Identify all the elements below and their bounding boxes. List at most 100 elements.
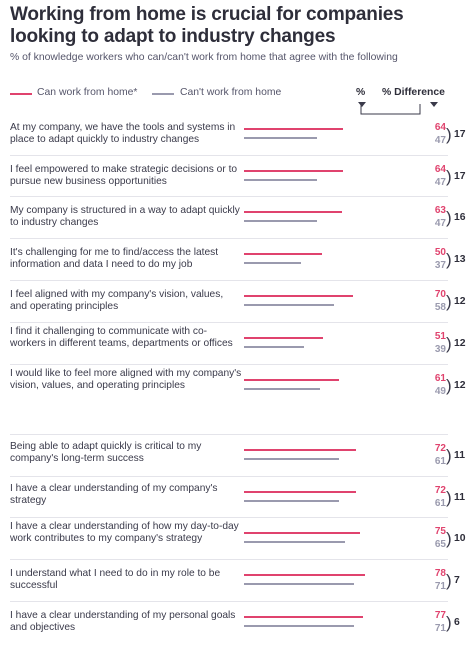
bar-can	[244, 379, 339, 381]
value-can: 72	[434, 485, 446, 496]
value-can: 78	[434, 568, 446, 579]
chart-title: Working from home is crucial for compani…	[10, 4, 404, 47]
row-divider	[10, 364, 448, 365]
bar-cannot	[244, 179, 317, 181]
value-can: 63	[434, 205, 446, 216]
bar-can	[244, 128, 344, 130]
row-label: At my company, we have the tools and sys…	[10, 122, 236, 145]
bar-cannot	[244, 220, 317, 222]
diff-brace: )	[446, 613, 452, 632]
value-can: 64	[434, 122, 446, 133]
diff-value: 6	[454, 617, 460, 628]
diff-brace: )	[446, 571, 452, 590]
bar-cannot	[244, 458, 339, 460]
diff-brace: )	[446, 292, 452, 311]
diff-value: 11	[454, 492, 465, 503]
diff-brace: )	[446, 446, 452, 465]
value-cannot: 39	[434, 344, 446, 355]
value-cannot: 61	[434, 498, 446, 509]
value-can: 61	[434, 373, 446, 384]
bar-cannot	[244, 625, 355, 627]
row-label: I would like to feel more aligned with m…	[10, 368, 242, 391]
diff-value: 12	[454, 296, 466, 307]
value-cannot: 49	[434, 386, 446, 397]
bar-cannot	[244, 500, 339, 502]
row-divider	[10, 280, 448, 281]
row-divider	[10, 238, 448, 239]
value-cannot: 47	[434, 218, 446, 229]
value-can: 77	[434, 610, 446, 621]
row-divider	[10, 434, 448, 435]
value-can: 64	[434, 164, 446, 175]
diff-brace: )	[446, 208, 452, 227]
value-cannot: 71	[434, 581, 446, 592]
diff-brace: )	[446, 167, 452, 186]
chart-subtitle: % of knowledge workers who can/can't wor…	[10, 52, 398, 63]
diff-brace: )	[446, 250, 452, 269]
legend-label-can: Can work from home*	[37, 87, 138, 98]
bar-cannot	[244, 137, 317, 139]
diff-value: 7	[454, 575, 460, 586]
diff-brace: )	[446, 488, 452, 507]
row-label: Being able to adapt quickly is critical …	[10, 441, 202, 464]
sort-difference-icon[interactable]	[430, 102, 438, 107]
diff-value: 12	[454, 380, 466, 391]
bar-can	[244, 337, 324, 339]
value-can: 51	[434, 331, 446, 342]
bar-can	[244, 211, 342, 213]
value-cannot: 47	[434, 135, 446, 146]
row-label: I understand what I need to do in my rol…	[10, 568, 221, 591]
value-cannot: 47	[434, 177, 446, 188]
row-divider	[10, 517, 448, 518]
legend-swatch-cannot	[152, 93, 174, 95]
row-label: My company is structured in a way to ada…	[10, 205, 240, 228]
bar-can	[244, 616, 364, 618]
row-label: I have a clear understanding of how my d…	[10, 521, 239, 544]
bar-cannot	[244, 346, 305, 348]
value-cannot: 61	[434, 456, 446, 467]
bar-can	[244, 491, 356, 493]
row-divider	[10, 559, 448, 560]
row-divider	[10, 601, 448, 602]
diff-value: 12	[454, 338, 466, 349]
row-label: It's challenging for me to find/access t…	[10, 247, 219, 270]
row-divider	[10, 155, 448, 156]
diff-brace: )	[446, 334, 452, 353]
column-header-difference[interactable]: % Difference	[382, 87, 445, 98]
bar-cannot	[244, 388, 320, 390]
value-can: 75	[434, 526, 446, 537]
diff-value: 17	[454, 171, 466, 182]
bar-can	[244, 532, 361, 534]
value-cannot: 71	[434, 623, 446, 634]
bar-can	[244, 170, 344, 172]
diff-brace: )	[446, 125, 452, 144]
bar-cannot	[244, 583, 355, 585]
row-label: I feel aligned with my company's vision,…	[10, 289, 224, 312]
value-cannot: 65	[434, 539, 446, 550]
value-can: 70	[434, 289, 446, 300]
diff-value: 16	[454, 212, 466, 223]
row-label: I feel empowered to make strategic decis…	[10, 164, 238, 187]
diff-value: 13	[454, 254, 466, 265]
diff-brace: )	[446, 529, 452, 548]
row-label: I find it challenging to communicate wit…	[10, 326, 233, 349]
diff-brace: )	[446, 376, 452, 395]
diff-value: 10	[454, 533, 466, 544]
value-cannot: 37	[434, 260, 446, 271]
sort-percent-icon[interactable]	[358, 102, 366, 107]
bar-cannot	[244, 262, 302, 264]
row-divider	[10, 322, 448, 323]
row-divider	[10, 196, 448, 197]
value-can: 50	[434, 247, 446, 258]
bar-can	[244, 574, 365, 576]
value-can: 72	[434, 443, 446, 454]
value-cannot: 58	[434, 302, 446, 313]
legend-swatch-can	[10, 93, 32, 95]
legend-label-cannot: Can't work from home	[180, 87, 282, 98]
column-header-percent[interactable]: %	[356, 87, 366, 98]
row-divider	[10, 476, 448, 477]
diff-value: 11	[454, 450, 465, 461]
row-label: I have a clear understanding of my compa…	[10, 483, 218, 506]
bar-cannot	[244, 541, 345, 543]
diff-value: 17	[454, 129, 466, 140]
